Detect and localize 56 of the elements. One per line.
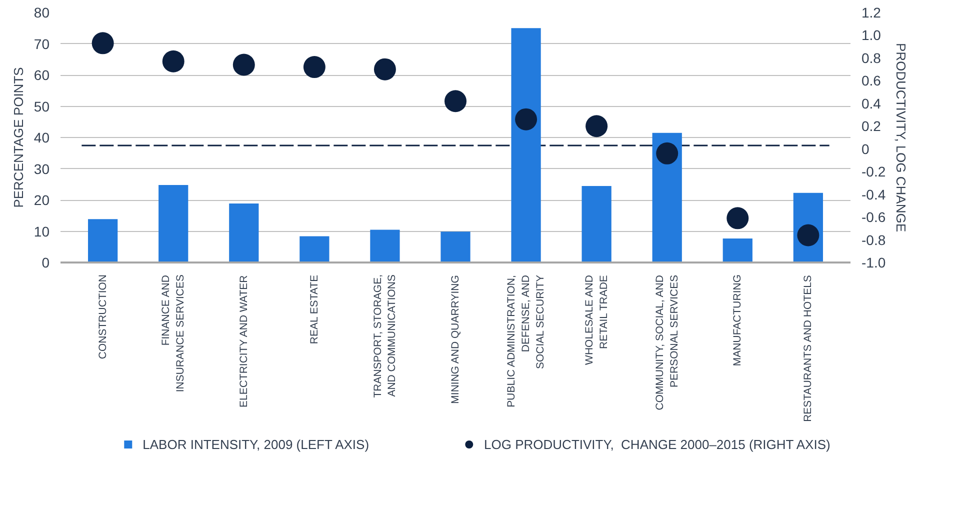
y2-tick-label: 0.8 [862, 50, 882, 66]
x-tick-label: COMMUNITY, SOCIAL, AND PERSONAL SERVICES [654, 274, 680, 410]
y-tick-label: 10 [34, 223, 50, 240]
bar [300, 236, 330, 262]
bar [652, 132, 682, 262]
bar [370, 230, 400, 262]
y-tick-label: 80 [34, 4, 50, 20]
x-tick-label: PUBLIC ADMINISTRATION, DEFENSE, AND SOCIAL SECURITY [506, 274, 546, 408]
y2-tick-label: 1.2 [862, 4, 882, 20]
bar [440, 232, 470, 262]
point [656, 142, 678, 164]
x-tick-label: REAL ESTATE [308, 274, 320, 344]
y2-tick-label: -0.8 [862, 232, 886, 248]
y-tick-label: 70 [34, 36, 50, 52]
point [92, 32, 114, 54]
bar [88, 219, 118, 262]
y-tick-label: 60 [34, 67, 50, 83]
y-tick-label: 40 [34, 130, 50, 146]
y2-tick-label: -0.4 [862, 186, 886, 202]
x-tick-label: RESTAURANTS AND HOTELS [802, 275, 814, 422]
x-tick-label: CONSTRUCTION [96, 274, 109, 360]
point [162, 50, 184, 72]
x-tick-label: MANUFACTURING [732, 274, 744, 366]
y2-tick-label: 0.6 [862, 72, 882, 89]
y2-tick-label: 0.2 [862, 118, 882, 134]
y2-tick-label: 0 [862, 140, 870, 157]
x-tick-label: MINING AND QUARRYING [450, 275, 462, 404]
x-tick-label: ELECTRICITY AND WATER [238, 274, 250, 408]
y-axis-title: PERCENTAGE POINTS [10, 66, 26, 208]
y2-axis-title: PRODUCTIVITY, LOG CHANGE [894, 42, 909, 232]
x-tick-label: TRANSPORT, STORAGE, AND COMMUNICATIONS [372, 274, 398, 398]
y2-tick-label: 0.4 [862, 95, 882, 112]
point [374, 58, 396, 80]
y2-tick-label: -0.2 [862, 164, 886, 180]
y2-tick-label: 1.0 [862, 27, 882, 44]
point [586, 115, 608, 138]
y-tick-label: 20 [34, 192, 50, 208]
bar [511, 28, 541, 262]
bar [582, 186, 612, 262]
legend-label: LOG PRODUCTIVITY, CHANGE 2000–2015 (RIGHT AXIS) [484, 436, 830, 452]
y-tick-label: 0 [42, 254, 50, 270]
point [232, 54, 255, 76]
y-tick-label: 30 [34, 160, 50, 177]
point [303, 56, 326, 78]
point [444, 90, 466, 112]
bar [158, 185, 188, 262]
y-tick-label: 50 [34, 98, 50, 114]
y2-tick-label: -1.0 [862, 254, 886, 270]
bar [229, 203, 259, 262]
x-tick-label: WHOLESALE AND RETAIL TRADE [583, 274, 610, 365]
point [726, 207, 749, 230]
point [515, 108, 538, 130]
x-tick-label: FINANCE AND INSURANCE SERVICES [160, 274, 187, 392]
bar [722, 238, 752, 262]
y2-tick-label: -0.6 [862, 209, 886, 226]
legend-label: LABOR INTENSITY, 2009 (LEFT AXIS) [142, 436, 370, 452]
